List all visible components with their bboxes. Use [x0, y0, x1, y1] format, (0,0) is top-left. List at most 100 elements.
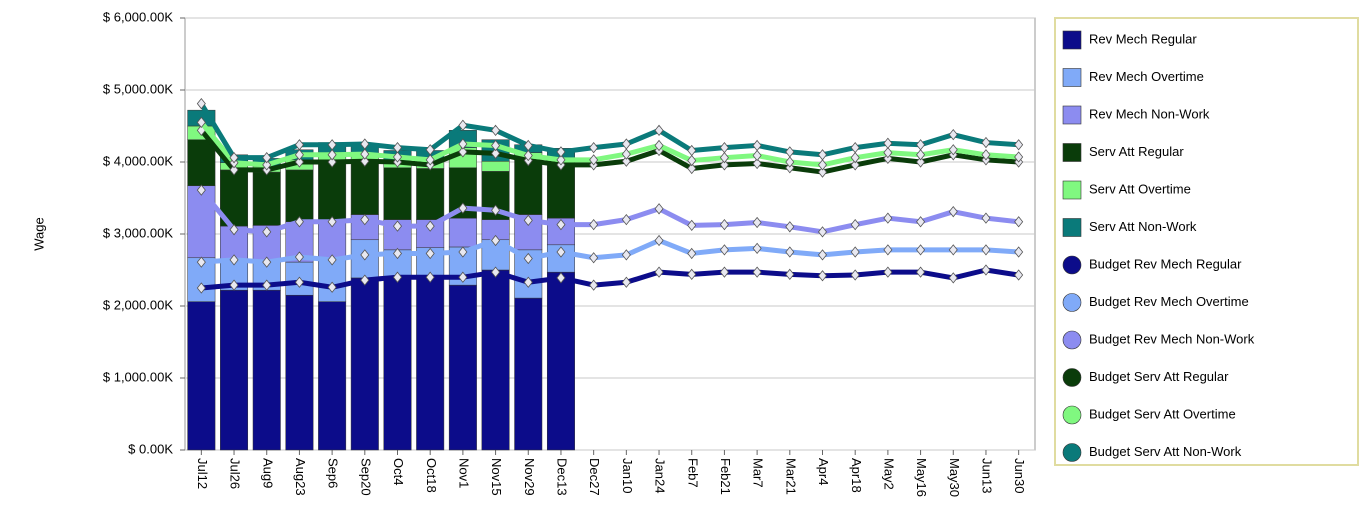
y-tick-label: $ 0.00K	[128, 441, 173, 456]
x-tick-label: May2	[881, 458, 896, 490]
line-marker	[785, 221, 795, 233]
legend-swatch	[1062, 405, 1082, 425]
line-marker	[654, 234, 664, 247]
line-marker	[458, 138, 468, 150]
line-marker	[262, 159, 272, 171]
budget-line	[199, 102, 1019, 161]
line-marker	[589, 218, 599, 231]
line-marker	[523, 214, 533, 226]
line-marker	[850, 218, 860, 231]
x-tick-label: Sep20	[358, 458, 373, 496]
line-marker	[491, 204, 501, 216]
line-marker	[916, 216, 926, 228]
line-marker	[621, 249, 631, 261]
x-tick-label: May16	[914, 458, 929, 497]
line-marker	[883, 266, 893, 278]
x-tick-label: Jul26	[228, 458, 243, 489]
line-marker	[229, 279, 239, 291]
line-marker	[589, 141, 599, 154]
bar-segment	[383, 167, 412, 220]
line-marker	[817, 159, 828, 171]
legend-label: Budget Serv Att Regular	[1089, 369, 1229, 384]
line-marker	[229, 224, 239, 236]
line-marker	[425, 220, 435, 232]
line-marker	[327, 156, 337, 168]
line-marker	[491, 124, 501, 136]
line-marker	[916, 244, 926, 256]
y-axis-label: Wage	[31, 217, 46, 250]
line-marker	[491, 266, 501, 278]
line-marker	[883, 137, 893, 149]
line-marker	[981, 212, 991, 224]
bar-segment	[252, 171, 281, 226]
x-tick-label: Feb7	[685, 458, 700, 488]
line-marker	[817, 270, 828, 282]
line-marker	[654, 124, 664, 136]
x-tick-label: Mar21	[783, 458, 798, 495]
line-marker	[785, 268, 795, 280]
budget-line	[199, 128, 1019, 175]
x-tick-label: Nov29	[522, 458, 537, 496]
line-marker	[916, 139, 926, 151]
line-marker	[948, 206, 958, 218]
legend-label: Budget Rev Mech Overtime	[1089, 294, 1249, 309]
line-marker	[621, 213, 631, 226]
line-marker	[687, 247, 697, 260]
line-marker	[589, 154, 599, 166]
line-marker	[719, 218, 729, 231]
legend-swatch	[1062, 443, 1082, 462]
line-marker	[491, 234, 501, 247]
line-marker	[229, 254, 239, 266]
bar-segment	[252, 289, 281, 451]
legend-swatch	[1062, 330, 1082, 350]
line-marker	[425, 154, 435, 166]
line-marker	[1014, 269, 1024, 281]
line-marker	[719, 159, 729, 171]
x-tick-label: Dec13	[555, 458, 570, 496]
line-marker	[916, 149, 926, 161]
line-marker	[360, 148, 370, 160]
line-marker	[817, 166, 828, 178]
legend-swatch	[1062, 105, 1082, 125]
line-marker	[425, 271, 435, 283]
line-marker	[327, 254, 337, 266]
bar-segment	[187, 185, 216, 259]
line-marker	[458, 119, 468, 131]
x-tick-label: Jan24	[653, 458, 668, 493]
line-marker	[360, 138, 370, 150]
budget-line	[199, 120, 1019, 168]
x-tick-label: Apr4	[816, 458, 831, 485]
line-marker	[817, 226, 828, 238]
line-marker	[752, 157, 762, 170]
x-tick-label: Dec27	[587, 458, 602, 496]
line-marker	[850, 141, 860, 154]
line-marker	[883, 146, 893, 159]
line-marker	[785, 162, 795, 174]
x-tick-label: Feb21	[718, 458, 733, 495]
line-marker	[294, 276, 304, 288]
line-marker	[556, 154, 566, 166]
line-marker	[556, 218, 566, 231]
bar-segment	[285, 169, 314, 223]
line-marker	[196, 256, 206, 268]
line-marker	[687, 219, 697, 232]
line-marker	[948, 144, 958, 156]
line-marker	[916, 156, 926, 168]
legend-swatch	[1062, 218, 1082, 237]
line-marker	[392, 151, 403, 163]
y-tick-label: $ 2,000.00K	[103, 297, 173, 312]
x-tick-label: Aug9	[260, 458, 275, 488]
line-marker	[850, 246, 860, 258]
line-marker	[948, 244, 958, 256]
line-marker	[523, 139, 533, 152]
line-marker	[719, 266, 729, 278]
legend-swatch	[1062, 68, 1082, 87]
x-tick-label: Oct4	[391, 458, 406, 485]
line-marker	[556, 246, 566, 258]
line-marker	[262, 226, 272, 238]
line-marker	[229, 164, 239, 176]
line-marker	[981, 136, 991, 149]
line-marker	[523, 149, 533, 162]
bar-segment	[350, 277, 379, 451]
line-marker	[392, 220, 403, 232]
